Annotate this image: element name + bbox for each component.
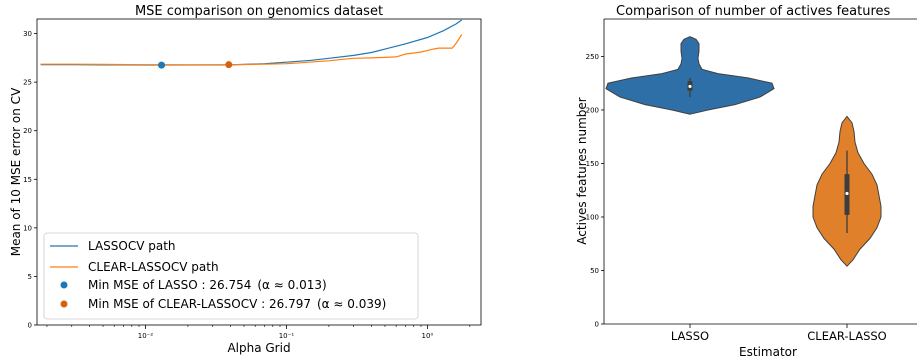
- legend-min-clear-name: Min MSE of CLEAR-LASSOCV : 26.797: [88, 297, 311, 311]
- lasso-violin-body: [605, 36, 775, 115]
- violin-chart-title: Comparison of number of actives features: [616, 4, 891, 19]
- mse-y-tick-label: 0: [28, 322, 32, 330]
- violin-y-tick-label: 200: [586, 106, 599, 114]
- violin-chart: Comparison of number of actives features…: [575, 4, 917, 359]
- legend-label-min-lasso: Min MSE of LASSO : 26.754 (α ≈ 0.013): [88, 278, 327, 292]
- violin-x-ticks: LASSO CLEAR-LASSO: [671, 324, 887, 343]
- mse-y-axis-label: Mean of 10 MSE error on CV: [9, 87, 23, 256]
- violin-y-tick-label: 250: [586, 53, 599, 61]
- mse-x-tick-label: 10⁻¹: [279, 332, 295, 340]
- lassocv-path-line: [40, 19, 463, 66]
- violin-x-axis-label: Estimator: [739, 345, 797, 359]
- mse-y-tick-label: 10: [23, 224, 32, 232]
- violin-x-tick-label: CLEAR-LASSO: [807, 329, 886, 343]
- mse-y-tick-label: 25: [23, 79, 32, 87]
- legend-label-min-clear: Min MSE of CLEAR-LASSOCV : 26.797 (α ≈ 0.…: [88, 297, 386, 311]
- legend-frame: [43, 232, 419, 320]
- mse-chart-title: MSE comparison on genomics dataset: [135, 4, 383, 19]
- mse-legend: LASSOCV path CLEAR-LASSOCV path Min MSE …: [43, 232, 419, 320]
- mse-series-layer: [40, 19, 463, 66]
- legend-swatch-min-clear: [60, 300, 68, 308]
- mse-x-axis-label: Alpha Grid: [227, 341, 290, 355]
- mse-y-tick-label: 30: [23, 30, 32, 38]
- violin-y-axis-label: Actives features number: [575, 97, 589, 244]
- mse-x-tick-label: 10⁻²: [138, 332, 154, 340]
- clear-lassocv-path-line: [40, 34, 463, 66]
- legend-label-clear-lassocv: CLEAR-LASSOCV path: [88, 260, 219, 274]
- legend-swatch-min-lasso: [60, 281, 68, 289]
- legend-min-lasso-name: Min MSE of LASSO : 26.754: [88, 278, 251, 292]
- min-lasso-point: [158, 61, 166, 69]
- mse-y-tick-label: 5: [28, 273, 32, 281]
- mse-x-ticks: 10⁻² 10⁻¹ 10⁰: [46, 325, 471, 340]
- mse-y-tick-label: 15: [23, 176, 32, 184]
- violin-y-tick-label: 150: [586, 160, 599, 168]
- clear-lasso-median-dot: [845, 191, 849, 196]
- violin-bodies-layer: [605, 36, 882, 267]
- mse-y-ticks: 0 5 10 15 20 25 30: [23, 30, 37, 330]
- violin-x-tick-label: LASSO: [671, 329, 709, 343]
- mse-chart: MSE comparison on genomics dataset 0 5 10 1…: [9, 4, 482, 355]
- violin-y-tick-label: 100: [586, 213, 599, 221]
- lasso-median-dot: [688, 84, 692, 89]
- mse-y-tick-label: 20: [23, 127, 32, 135]
- violin-y-tick-label: 0: [595, 321, 599, 329]
- violin-y-ticks: 0 50 100 150 200 250: [586, 53, 604, 329]
- legend-min-lasso-note: (α ≈ 0.013): [257, 278, 326, 292]
- legend-label-lassocv: LASSOCV path: [88, 239, 176, 253]
- mse-plot-area: [36, 18, 482, 326]
- mse-x-tick-label: 10⁰: [422, 332, 434, 340]
- violin-plot-frame: [603, 18, 917, 325]
- min-clear-lassocv-point: [225, 61, 233, 69]
- legend-min-clear-note: (α ≈ 0.039): [317, 297, 386, 311]
- mse-markers-layer: [158, 61, 233, 69]
- violin-y-tick-label: 50: [590, 267, 599, 275]
